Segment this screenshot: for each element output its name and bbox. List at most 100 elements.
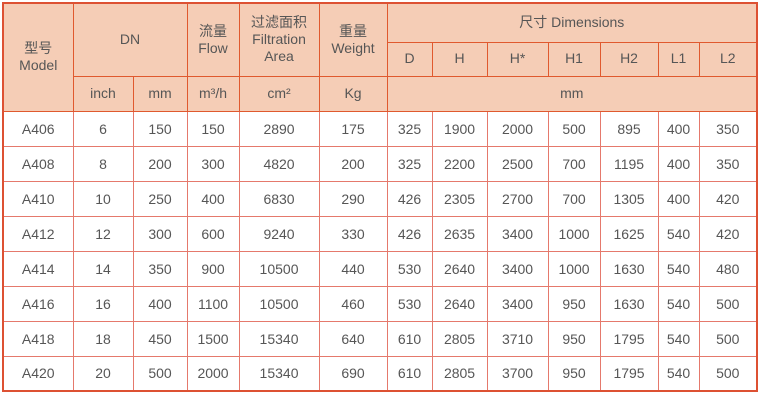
cell-l1: 540 [657,355,700,392]
cell-model: A412 [2,215,74,252]
cell-h: 2635 [431,215,488,252]
cell-h: 2805 [431,320,488,357]
cell-dn-inch: 10 [72,180,134,217]
cell-dn-mm: 400 [132,285,188,322]
unit-weight: Kg [318,75,388,112]
model-label-zh: 型号 [24,40,53,57]
cell-flow: 900 [186,250,240,287]
cell-weight: 460 [318,285,388,322]
cell-h-star: 2700 [486,180,549,217]
cell-l1: 400 [657,180,700,217]
table-row: A410 10 250 400 6830 290 426 2305 2700 7… [2,180,758,217]
cell-h2: 1195 [599,145,659,182]
cell-h2: 1795 [599,355,659,392]
cell-weight: 175 [318,110,388,147]
cell-filtration-area: 4820 [238,145,320,182]
col-header-dimensions: 尺寸 Dimensions [386,2,758,43]
cell-h1: 700 [547,180,601,217]
unit-area: cm² [238,75,320,112]
cell-dn-inch: 12 [72,215,134,252]
model-label-en: Model [19,57,58,74]
cell-weight: 440 [318,250,388,287]
cell-h2: 1630 [599,250,659,287]
cell-l2: 420 [698,215,758,252]
filtration-label-en-1: Filtration [252,31,306,48]
col-header-weight: 重量 Weight [318,2,388,77]
col-header-d: D [386,41,433,77]
cell-h-star: 2000 [486,110,549,147]
cell-filtration-area: 10500 [238,285,320,322]
table-row: A406 6 150 150 2890 175 325 1900 2000 50… [2,110,758,147]
cell-flow: 150 [186,110,240,147]
cell-d: 530 [386,285,433,322]
cell-l1: 540 [657,215,700,252]
cell-h1: 950 [547,285,601,322]
cell-dn-inch: 8 [72,145,134,182]
cell-weight: 290 [318,180,388,217]
cell-weight: 640 [318,320,388,357]
header-row-units: inch mm m³/h cm² Kg mm [3,75,758,112]
cell-h: 1900 [431,110,488,147]
cell-dn-inch: 16 [72,285,134,322]
cell-l1: 540 [657,285,700,322]
table-row: A408 8 200 300 4820 200 325 2200 2500 70… [2,145,758,182]
cell-d: 610 [386,320,433,357]
cell-d: 610 [386,355,433,392]
cell-flow: 300 [186,145,240,182]
cell-model: A416 [2,285,74,322]
table-row: A416 16 400 1100 10500 460 530 2640 3400… [2,285,758,322]
cell-d: 530 [386,250,433,287]
cell-h1: 950 [547,355,601,392]
cell-weight: 200 [318,145,388,182]
cell-dn-mm: 200 [132,145,188,182]
cell-filtration-area: 2890 [238,110,320,147]
table-row: A414 14 350 900 10500 440 530 2640 3400 … [2,250,758,287]
cell-dn-mm: 150 [132,110,188,147]
cell-h1: 1000 [547,215,601,252]
cell-h1: 1000 [547,250,601,287]
header-row-dimension-columns: D H H* H1 H2 L1 L2 [3,41,758,77]
col-header-h-star: H* [486,41,549,77]
unit-mm: mm [132,75,188,112]
table-row: A418 18 450 1500 15340 640 610 2805 3710… [2,320,758,357]
cell-d: 426 [386,215,433,252]
cell-h-star: 3400 [486,215,549,252]
cell-weight: 330 [318,215,388,252]
cell-dn-mm: 300 [132,215,188,252]
cell-model: A408 [2,145,74,182]
spec-table: 型号 Model DN 流量 Flow 过滤面积 Filtration Area… [2,2,759,392]
cell-h: 2805 [431,355,488,392]
unit-inch: inch [72,75,134,112]
cell-dn-mm: 250 [132,180,188,217]
flow-label-en: Flow [198,39,228,56]
cell-dn-mm: 450 [132,320,188,357]
cell-h2: 1625 [599,215,659,252]
cell-l1: 400 [657,110,700,147]
cell-d: 325 [386,110,433,147]
col-header-dn: DN [72,2,188,77]
cell-h: 2640 [431,250,488,287]
col-header-l2: L2 [698,41,758,77]
cell-filtration-area: 6830 [238,180,320,217]
cell-weight: 690 [318,355,388,392]
cell-h2: 895 [599,110,659,147]
cell-h-star: 3400 [486,285,549,322]
cell-flow: 1500 [186,320,240,357]
cell-model: A420 [2,355,74,392]
cell-model: A410 [2,180,74,217]
weight-label-zh: 重量 [339,22,368,39]
cell-flow: 1100 [186,285,240,322]
cell-dn-mm: 350 [132,250,188,287]
cell-h: 2200 [431,145,488,182]
cell-h2: 1630 [599,285,659,322]
col-header-h2: H2 [599,41,659,77]
cell-h-star: 3710 [486,320,549,357]
cell-dn-inch: 20 [72,355,134,392]
cell-l1: 540 [657,320,700,357]
table-row: A412 12 300 600 9240 330 426 2635 3400 1… [2,215,758,252]
col-header-filtration-area: 过滤面积 Filtration Area [238,2,320,77]
cell-dn-inch: 18 [72,320,134,357]
cell-filtration-area: 10500 [238,250,320,287]
col-header-flow: 流量 Flow [186,2,240,77]
cell-model: A414 [2,250,74,287]
